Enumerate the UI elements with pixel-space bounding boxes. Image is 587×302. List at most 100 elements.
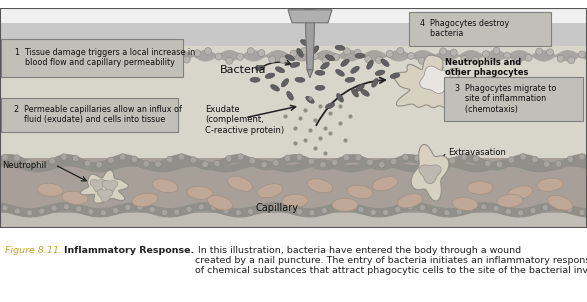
Circle shape: [167, 156, 173, 163]
Circle shape: [514, 57, 521, 64]
Circle shape: [96, 161, 102, 168]
Circle shape: [390, 158, 397, 165]
Ellipse shape: [271, 85, 279, 91]
Circle shape: [383, 209, 389, 215]
Circle shape: [450, 49, 457, 56]
Ellipse shape: [306, 96, 314, 103]
Ellipse shape: [321, 62, 329, 69]
Circle shape: [296, 209, 303, 215]
Circle shape: [395, 207, 401, 213]
Circle shape: [161, 210, 168, 215]
Ellipse shape: [325, 103, 335, 109]
Circle shape: [431, 207, 438, 214]
Bar: [0, 8, 587, 23]
Circle shape: [190, 157, 197, 163]
Circle shape: [44, 53, 51, 60]
Polygon shape: [419, 165, 441, 184]
Circle shape: [14, 155, 20, 161]
Ellipse shape: [152, 179, 178, 193]
Circle shape: [418, 57, 425, 64]
Ellipse shape: [228, 176, 252, 191]
Circle shape: [151, 47, 158, 55]
Ellipse shape: [132, 193, 158, 207]
Circle shape: [202, 161, 208, 168]
Circle shape: [272, 160, 279, 166]
Text: Neutrophils and
other phagocytes: Neutrophils and other phagocytes: [445, 58, 528, 78]
Ellipse shape: [345, 77, 355, 82]
Circle shape: [113, 207, 119, 213]
Circle shape: [162, 50, 169, 57]
Circle shape: [505, 209, 511, 214]
Ellipse shape: [250, 77, 260, 82]
Circle shape: [33, 57, 41, 64]
FancyBboxPatch shape: [409, 12, 551, 46]
Ellipse shape: [301, 40, 309, 46]
Circle shape: [426, 160, 432, 166]
Circle shape: [444, 210, 450, 216]
Circle shape: [55, 47, 62, 54]
Ellipse shape: [350, 66, 359, 73]
Circle shape: [247, 48, 254, 55]
Circle shape: [367, 159, 373, 165]
Circle shape: [284, 206, 291, 212]
Circle shape: [471, 57, 478, 64]
Ellipse shape: [372, 177, 397, 191]
Circle shape: [386, 50, 393, 57]
Circle shape: [358, 207, 364, 213]
Circle shape: [440, 48, 447, 55]
Circle shape: [261, 161, 267, 168]
Polygon shape: [80, 170, 129, 203]
Circle shape: [308, 158, 315, 165]
Polygon shape: [420, 66, 450, 93]
Circle shape: [414, 155, 420, 161]
Circle shape: [321, 207, 327, 214]
Circle shape: [407, 204, 413, 210]
Circle shape: [60, 154, 67, 160]
Ellipse shape: [335, 45, 345, 50]
Ellipse shape: [336, 69, 345, 76]
Circle shape: [530, 208, 536, 214]
Circle shape: [402, 154, 409, 160]
Circle shape: [322, 57, 329, 64]
Circle shape: [183, 56, 190, 63]
Bar: [0, 158, 587, 213]
Circle shape: [493, 205, 499, 211]
Circle shape: [23, 54, 30, 61]
Ellipse shape: [286, 91, 294, 100]
Circle shape: [186, 206, 192, 212]
Ellipse shape: [332, 198, 358, 211]
Circle shape: [173, 56, 180, 63]
Text: 4  Phagocytes destroy
    bacteria: 4 Phagocytes destroy bacteria: [420, 19, 509, 38]
Polygon shape: [464, 77, 518, 118]
Circle shape: [555, 161, 562, 167]
Ellipse shape: [257, 184, 283, 198]
Ellipse shape: [507, 186, 533, 200]
FancyBboxPatch shape: [1, 39, 183, 77]
Circle shape: [63, 204, 69, 210]
Circle shape: [343, 154, 350, 161]
Circle shape: [343, 48, 350, 55]
Circle shape: [346, 204, 352, 210]
Circle shape: [76, 56, 83, 63]
Polygon shape: [393, 55, 469, 112]
Circle shape: [260, 205, 266, 211]
Ellipse shape: [452, 197, 478, 210]
Circle shape: [108, 157, 114, 163]
Circle shape: [579, 209, 585, 215]
Ellipse shape: [381, 59, 389, 66]
Circle shape: [579, 51, 585, 58]
Circle shape: [419, 204, 426, 210]
Circle shape: [174, 209, 180, 215]
Ellipse shape: [281, 79, 289, 87]
Polygon shape: [481, 100, 499, 114]
Polygon shape: [90, 180, 106, 192]
Circle shape: [555, 204, 561, 210]
Ellipse shape: [325, 55, 335, 61]
Circle shape: [237, 154, 244, 160]
Circle shape: [26, 210, 32, 216]
Circle shape: [311, 53, 318, 60]
Circle shape: [320, 162, 326, 168]
Circle shape: [568, 57, 575, 64]
Circle shape: [272, 204, 278, 210]
Circle shape: [544, 161, 550, 167]
